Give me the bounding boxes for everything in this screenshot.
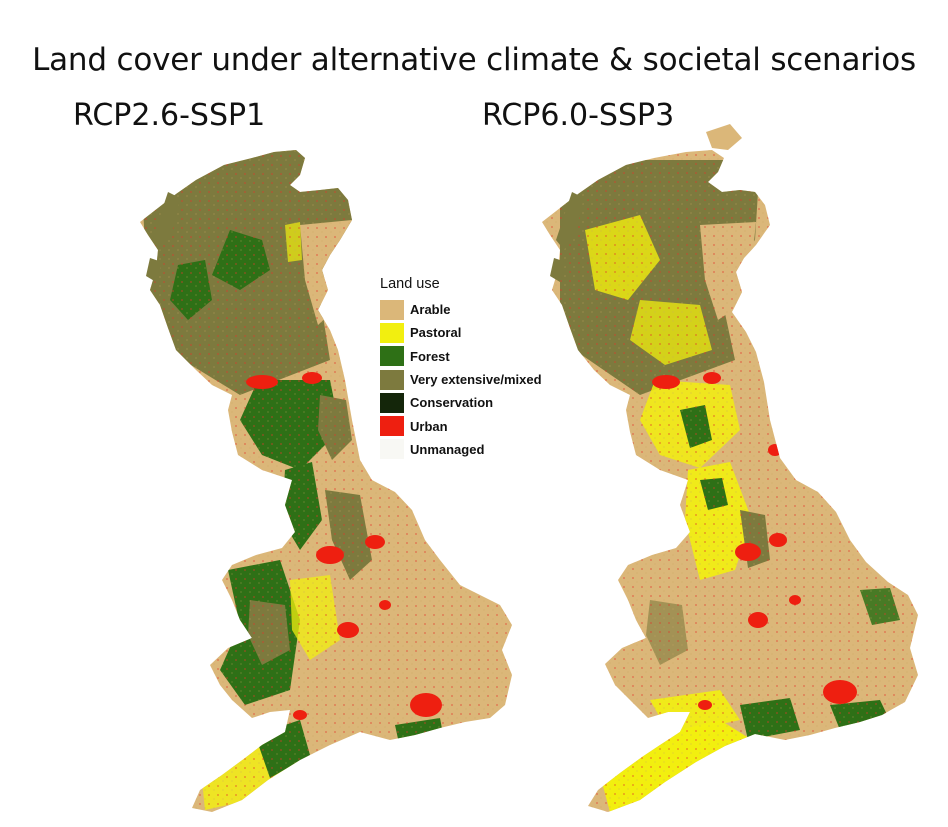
urban-bristol [293,710,307,720]
orkney-right [706,124,742,150]
legend-item-arable: Arable [380,298,580,321]
legend-label-urban: Urban [410,418,448,434]
legend-swatch-arable [380,299,404,320]
land-use-legend: Land use Arable Pastoral Forest Very ext… [380,276,580,461]
legend-swatch-very-extensive [380,369,404,390]
legend-label-pastoral: Pastoral [410,325,462,341]
urban-london-r [823,680,857,704]
urban-central-belt-east [302,372,322,384]
legend-label-arable: Arable [410,302,451,318]
urban-bristol-r [698,700,712,710]
legend-title: Land use [380,276,440,292]
legend-item-unmanaged: Unmanaged [380,438,580,461]
legend-item-urban: Urban [380,414,580,437]
urban-nottingham [379,600,391,610]
map-label-rcp60-ssp3: RCP6.0-SSP3 [482,98,675,133]
legend-item-forest: Forest [380,345,580,368]
legend-swatch-conservation [380,392,404,413]
legend-label-conservation: Conservation [410,395,494,411]
urban-central-belt-west-r [652,375,680,389]
legend-swatch-forest [380,346,404,367]
western-isles-left [152,192,180,250]
urban-london [410,693,442,717]
urban-dot-overlay-right [542,150,918,812]
legend-item-conservation: Conservation [380,391,580,414]
legend-label-unmanaged: Unmanaged [410,441,485,457]
skye-left [146,258,162,282]
legend-item-pastoral: Pastoral [380,321,580,344]
legend-swatch-pastoral [380,322,404,343]
urban-tyneside-r [768,444,782,456]
urban-birmingham [337,622,359,638]
urban-leeds [365,535,385,549]
urban-nottingham-r [789,595,801,605]
figure-title: Land cover under alternative climate & s… [32,42,916,78]
western-isles-right [556,192,584,250]
urban-central-belt-west [246,375,278,389]
urban-leeds-r [769,533,787,547]
legend-label-forest: Forest [410,348,450,364]
legend-swatch-urban [380,416,404,437]
legend-swatch-unmanaged [380,439,404,460]
legend-item-very-extensive: Very extensive/mixed [380,368,580,391]
urban-central-belt-east-r [703,372,721,384]
skye-right [550,258,566,282]
land-use-regions-right [542,150,918,812]
legend-label-very-extensive: Very extensive/mixed [410,372,542,388]
urban-manchester [316,546,344,564]
map-label-rcp26-ssp1: RCP2.6-SSP1 [73,98,266,133]
urban-birmingham-r [748,612,768,628]
urban-manchester-r [735,543,761,561]
